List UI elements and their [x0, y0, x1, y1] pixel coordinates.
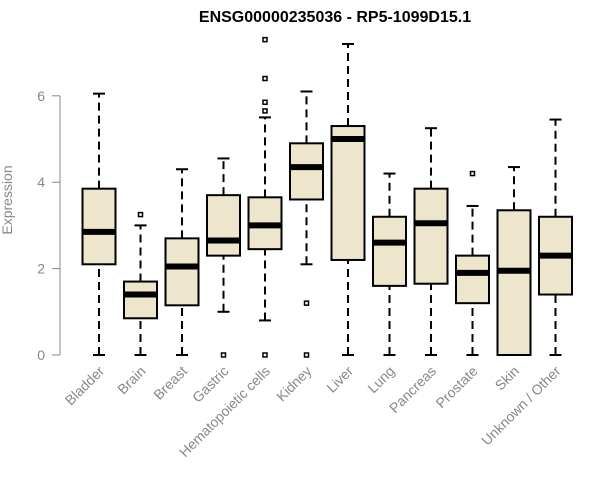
outlier-point — [262, 352, 268, 358]
outlier-point — [262, 75, 268, 82]
outlier-point — [137, 211, 144, 218]
iqr-box — [206, 194, 241, 257]
iqr-box — [455, 254, 490, 305]
x-tick-label: Unknown / Other — [478, 363, 564, 449]
outlier-point — [303, 352, 310, 358]
outlier-point — [262, 108, 268, 114]
box-pancreas — [413, 127, 449, 356]
box-lung — [372, 172, 407, 356]
box-kidney — [289, 90, 324, 358]
y-tick-label: 2 — [37, 261, 45, 277]
box-layer — [81, 36, 573, 358]
x-tick-label: Kidney — [273, 363, 315, 405]
outlier-point — [469, 170, 476, 177]
x-tick-label: Liver — [323, 363, 356, 396]
box-liver — [330, 42, 366, 356]
x-tick-label: Breast — [150, 363, 190, 403]
x-tick-label: Lung — [364, 363, 397, 396]
outlier-point — [262, 99, 268, 106]
box-brain — [123, 211, 158, 356]
y-tick-label: 6 — [37, 88, 45, 104]
box-unknown-other — [538, 118, 573, 356]
iqr-box — [372, 215, 407, 287]
y-tick-label: 0 — [37, 347, 45, 363]
y-tick-label: 4 — [37, 174, 45, 190]
iqr-box — [81, 187, 117, 266]
outlier-point — [220, 352, 227, 358]
iqr-box — [413, 187, 449, 285]
x-tick-label: Bladder — [62, 363, 108, 409]
y-axis-label: Expression — [0, 165, 15, 234]
axis-layer: 0 2 4 6 — [37, 88, 61, 363]
box-prostate — [455, 170, 490, 356]
iqr-box — [496, 209, 532, 356]
box-bladder — [81, 92, 117, 356]
outlier-point — [262, 36, 268, 43]
iqr-box — [330, 125, 366, 261]
box-hematopoietic-cells — [247, 36, 283, 358]
box-gastric — [206, 157, 241, 358]
iqr-box — [164, 237, 200, 307]
chart-title: ENSG00000235036 - RP5-1099D15.1 — [199, 9, 471, 26]
iqr-box — [289, 142, 324, 201]
box-skin — [496, 166, 532, 356]
box-breast — [164, 168, 200, 356]
iqr-box — [123, 280, 158, 320]
outlier-point — [303, 300, 310, 306]
x-tick-label: Brain — [114, 363, 148, 397]
x-tick-label: Prostate — [432, 363, 480, 411]
x-tick-label: Skin — [492, 363, 523, 394]
